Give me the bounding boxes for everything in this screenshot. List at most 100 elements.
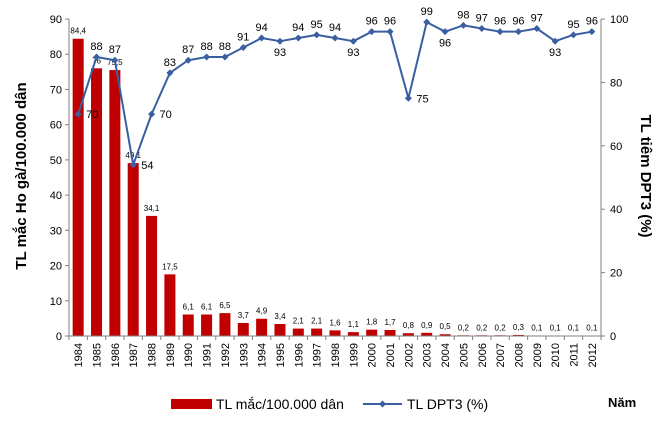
- bar-1999: [347, 332, 359, 336]
- x-tick-label-1999: 1999: [348, 343, 360, 367]
- point-label-1997: 95: [311, 19, 323, 31]
- point-label-2007: 96: [494, 16, 506, 28]
- point-1998: [331, 34, 339, 42]
- x-tick-label-1986: 1986: [110, 343, 122, 367]
- x-tick-label-2010: 2010: [550, 343, 562, 367]
- right-tick-label-80: 80: [610, 77, 622, 89]
- point-1990: [184, 56, 192, 64]
- right-tick-label-60: 60: [610, 141, 622, 153]
- bar-label-1991: 6,1: [201, 303, 213, 312]
- line-series: [74, 18, 596, 169]
- bar-label-2002: 0,8: [403, 321, 415, 330]
- x-tick-label-2002: 2002: [403, 343, 415, 367]
- point-1999: [349, 37, 357, 45]
- point-2005: [459, 21, 467, 29]
- point-1993: [239, 44, 247, 52]
- bar-label-1994: 4,9: [256, 307, 268, 316]
- bar-label-1989: 17,5: [162, 262, 178, 271]
- bar-2004: [439, 334, 451, 336]
- point-1997: [313, 31, 321, 39]
- bar-1985: [91, 68, 103, 336]
- point-1986: [111, 56, 119, 64]
- point-1992: [221, 53, 229, 61]
- point-label-1994: 94: [255, 22, 267, 34]
- bar-1991: [201, 314, 213, 336]
- bar-label-1995: 3,4: [274, 312, 286, 321]
- bar-label-1992: 6,5: [219, 301, 231, 310]
- point-label-2012: 96: [586, 16, 598, 28]
- bar-2002: [402, 333, 414, 336]
- x-tick-label-1990: 1990: [183, 343, 195, 367]
- x-tick-label-1998: 1998: [330, 343, 342, 367]
- x-tick-label-1988: 1988: [147, 343, 159, 367]
- right-tick-label-40: 40: [610, 204, 622, 216]
- point-label-1984: 70: [86, 109, 98, 121]
- bar-label-2007: 0,2: [495, 323, 507, 332]
- line-data-labels: 70 88 87 54 70 83 87 88 88 91 94 93 94 95 94 93 96 96 75 99…: [86, 6, 598, 172]
- point-2011: [569, 31, 577, 39]
- bar-label-1988: 34,1: [144, 204, 160, 213]
- left-tick-label-0: 0: [56, 331, 62, 343]
- bar-label-2005: 0,2: [458, 323, 470, 332]
- point-label-1996: 94: [292, 22, 304, 34]
- legend-line-marker: [379, 400, 386, 408]
- bar-label-1998: 1,6: [329, 318, 341, 327]
- bar-2001: [384, 330, 396, 336]
- right-axis-title: TL tiêm DPT3 (%): [637, 114, 654, 237]
- point-label-2005: 98: [457, 9, 469, 21]
- right-tick-label-0: 0: [610, 331, 616, 343]
- point-label-1988: 70: [160, 109, 172, 121]
- right-tick-label-20: 20: [610, 268, 622, 280]
- x-tick-label-2007: 2007: [495, 343, 507, 367]
- x-tick-label-1984: 1984: [73, 343, 85, 367]
- point-label-2002: 75: [416, 93, 428, 105]
- bar-1994: [256, 318, 268, 336]
- point-label-1986: 87: [109, 44, 121, 56]
- point-1996: [294, 34, 302, 42]
- bar-1997: [311, 328, 323, 336]
- point-label-2008: 96: [512, 16, 524, 28]
- axes: [68, 19, 602, 337]
- left-axis-title: TL mắc Ho gà/100.000 dân: [12, 82, 30, 269]
- bar-1992: [219, 313, 231, 336]
- point-label-1991: 88: [200, 41, 212, 53]
- x-tick-label-2001: 2001: [385, 343, 397, 367]
- bar-1995: [274, 324, 286, 336]
- point-label-2003: 99: [421, 6, 433, 18]
- x-tick-label-2011: 2011: [568, 343, 580, 367]
- bar-2003: [421, 332, 433, 336]
- point-1985: [93, 53, 101, 61]
- x-tick-label-2006: 2006: [477, 343, 489, 367]
- bar-label-1993: 3,7: [238, 311, 250, 320]
- point-2012: [588, 28, 596, 36]
- x-tick-label-2000: 2000: [367, 343, 379, 367]
- point-1989: [166, 69, 174, 77]
- bar-1984: [72, 38, 84, 336]
- bar-1996: [292, 328, 304, 336]
- point-label-2009: 97: [531, 13, 543, 25]
- bar-series: [72, 38, 598, 336]
- left-tick-label-90: 90: [50, 14, 62, 26]
- bar-label-2004: 0,5: [440, 322, 452, 331]
- x-axis-title: Năm: [608, 395, 636, 410]
- left-tick-label-30: 30: [50, 225, 62, 237]
- point-label-1989: 83: [164, 57, 176, 69]
- bar-label-1996: 2,1: [293, 317, 305, 326]
- bar-1988: [146, 215, 158, 336]
- x-tick-label-2012: 2012: [587, 343, 599, 367]
- x-tick-label-1994: 1994: [257, 343, 269, 367]
- left-tick-label-50: 50: [50, 155, 62, 167]
- bar-label-2008: 0,3: [513, 323, 525, 332]
- dpt3-line: [77, 21, 593, 166]
- point-label-1987: 54: [141, 160, 153, 172]
- left-tick-label-80: 80: [50, 49, 62, 61]
- right-axis-ticks: 0 20 40 60 80 100: [601, 14, 628, 343]
- point-label-1998: 94: [329, 22, 341, 34]
- x-tick-label-2004: 2004: [440, 343, 452, 367]
- point-label-1990: 87: [182, 44, 194, 56]
- legend: TL mắc/100.000 dân TL DPT3 (%): [171, 396, 488, 412]
- bar-label-1997: 2,1: [311, 317, 323, 326]
- point-1991: [203, 53, 211, 61]
- point-2004: [441, 28, 449, 36]
- x-tick-label-1997: 1997: [312, 343, 324, 367]
